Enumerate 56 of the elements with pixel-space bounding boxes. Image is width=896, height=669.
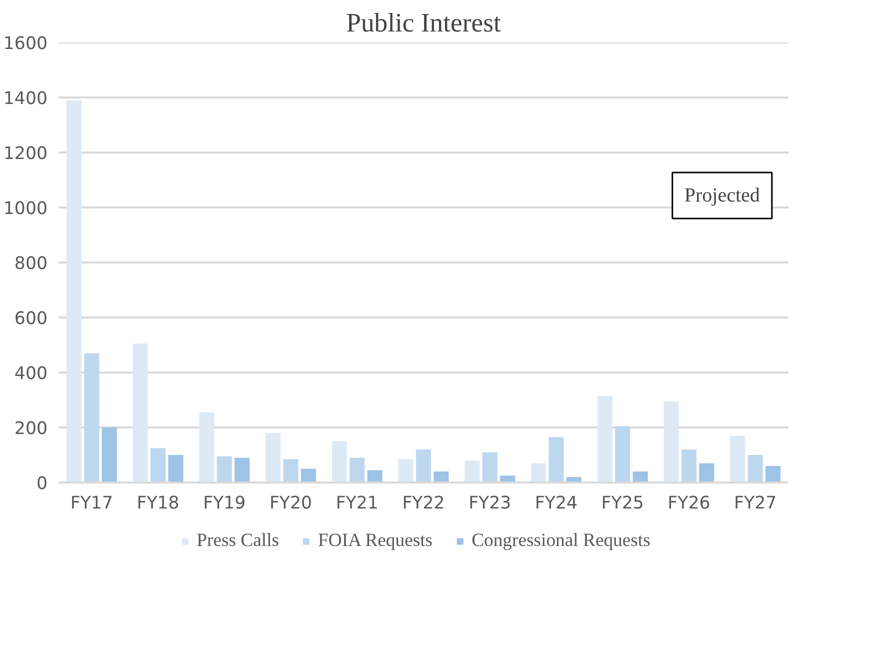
- y-tick-label: 1200: [3, 144, 48, 164]
- y-tick-label: 1600: [3, 34, 48, 54]
- bar: [102, 428, 117, 482]
- chart-title: Public Interest: [346, 8, 502, 38]
- y-tick-label: 400: [14, 364, 48, 384]
- x-tick-label: FY17: [70, 494, 113, 514]
- bar: [398, 459, 414, 482]
- legend-label: Press Calls: [196, 530, 280, 552]
- bar: [434, 472, 449, 482]
- legend-label: Congressional Requests: [472, 530, 650, 552]
- bar: [765, 466, 781, 482]
- x-tick-label: FY27: [734, 494, 777, 514]
- bar: [699, 463, 714, 482]
- bar: [234, 458, 250, 482]
- legend-label: FOIA Requests: [318, 530, 433, 552]
- bar: [332, 441, 347, 482]
- bar: [168, 455, 184, 482]
- bar: [266, 433, 281, 482]
- bar: [664, 401, 679, 482]
- bar: [216, 456, 232, 482]
- bar: [615, 426, 630, 482]
- x-tick-label: FY22: [402, 494, 445, 514]
- bar: [548, 437, 564, 482]
- bar: [531, 463, 546, 482]
- bar: [283, 459, 298, 482]
- x-tick-label: FY25: [601, 494, 644, 514]
- y-tick-label: 1000: [3, 199, 48, 219]
- bar: [416, 450, 432, 482]
- bar: [199, 412, 214, 482]
- bar: [632, 472, 648, 482]
- x-tick-label: FY23: [468, 494, 512, 514]
- bar: [464, 460, 480, 482]
- bar: [367, 470, 382, 482]
- bar: [730, 436, 746, 482]
- y-tick-label: 200: [14, 419, 48, 439]
- bar: [597, 396, 612, 482]
- bar: [681, 450, 696, 482]
- bar: [132, 344, 148, 482]
- bar: [748, 455, 763, 482]
- bar: [482, 452, 498, 482]
- x-tick-label: FY24: [534, 494, 578, 514]
- annotation: Projected: [684, 184, 760, 206]
- bar: [66, 100, 82, 482]
- y-tick-label: 800: [14, 254, 48, 274]
- bar: [350, 458, 365, 482]
- bar: [150, 448, 166, 482]
- bar: [84, 353, 100, 482]
- y-tick-label: 1400: [3, 89, 48, 109]
- x-tick-label: FY18: [136, 494, 180, 514]
- x-tick-label: FY26: [668, 494, 710, 514]
- x-tick-label: FY19: [203, 494, 246, 514]
- x-tick-label: FY20: [269, 494, 312, 514]
- y-tick-label: 0: [36, 474, 48, 494]
- bar: [300, 468, 316, 482]
- x-tick-label: FY21: [336, 494, 378, 514]
- y-tick-label: 600: [14, 309, 48, 329]
